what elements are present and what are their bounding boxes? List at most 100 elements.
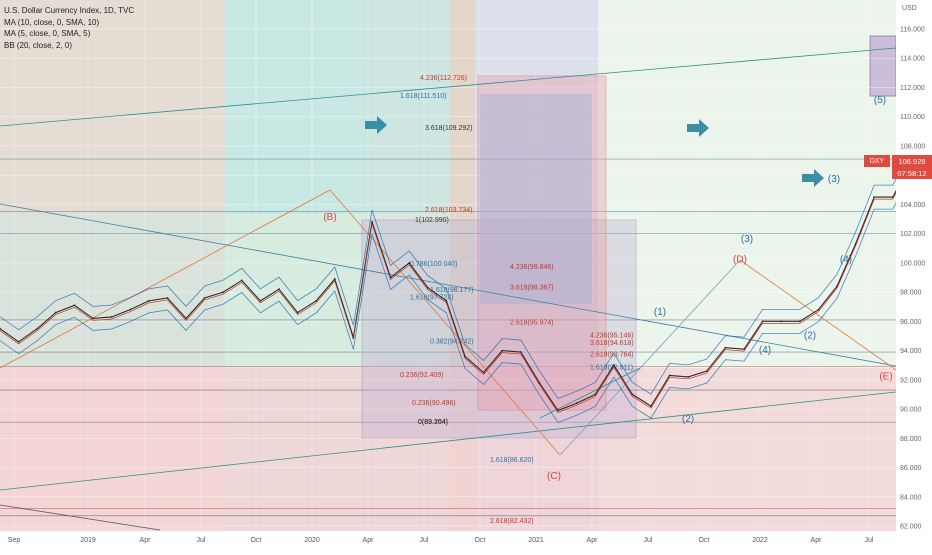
trend-line [539,367,641,419]
price-point [482,371,485,374]
price-point [705,370,708,372]
symbol-tag: DXY [864,155,890,167]
x-tick-label: Jul [420,537,429,544]
arrow-right-icon [802,169,824,187]
price-point [612,364,615,367]
fib-label: 0.382(94.742) [430,338,474,345]
y-tick-label: 98.000 [900,290,922,297]
wave-label: (4) [840,254,852,265]
trend-line [0,47,897,127]
x-tick-label: 2022 [752,537,768,544]
fib-label: 2.618(95.974) [510,319,554,326]
zone-target-box [869,35,897,97]
price-point [296,311,299,314]
wave-label: (B) [323,212,336,223]
arrow-annotations [365,116,824,187]
fib-label: 2.618(103.734) [425,207,472,214]
x-tick-label: Apr [363,537,375,544]
fib-label: 1.618(111.510) [400,93,446,100]
y-tick-label: 100.000 [900,260,925,267]
grid-lines [0,0,896,531]
price-point [445,299,448,302]
price-point [464,355,466,358]
price-point [557,409,559,412]
bollinger-bands [0,149,912,424]
price-point [854,242,857,245]
arrow-right-icon [365,116,387,134]
indicator-ma10: MA (10, close, 0, SMA, 10) [4,17,100,27]
fib-label: 3.618(94.618) [590,340,634,347]
x-tick-label: Oct [251,537,262,544]
fib-label: 0(89.164) [418,419,448,426]
arrow-right-icon [687,119,709,137]
y-tick-label: 104.000 [900,202,925,209]
fib-boxes [361,75,637,439]
x-tick-label: Oct [475,537,486,544]
bb-lower [0,173,912,424]
y-tick-label: 90.000 [900,407,922,414]
price-point [371,221,373,223]
price-point [315,299,318,302]
price-point [426,286,429,289]
x-tick-label: Jul [197,537,206,544]
price-point [333,278,336,280]
price-point [575,402,578,405]
price-point [891,196,894,199]
wave-label: (D) [733,254,747,265]
y-tick-label: 94.000 [900,348,922,355]
price-point [36,327,39,330]
wave-label: (2) [804,331,816,342]
trend-line [739,259,897,371]
y-tick-label: 86.000 [900,465,922,472]
x-tick-label: Apr [140,537,152,544]
level-lines [0,158,896,517]
price-point [110,316,113,318]
fib-label: 0.236(92.409) [400,372,444,379]
price-point [166,297,169,299]
trend-line [0,189,331,369]
zone-pink [0,368,896,531]
fib-label: 0(89.204) [418,419,448,426]
trend-line [0,504,161,531]
price-point [408,261,411,264]
price-point [650,405,652,408]
fib-label: 0.236(90.496) [412,400,456,407]
y-tick-label: 108.000 [900,143,925,150]
ma-line [0,163,912,413]
trend-line [559,259,741,456]
chart-title: U.S. Dollar Currency Index, 1D, TVC [4,6,135,15]
wave-label: (3) [741,234,753,245]
trend-lines[interactable] [0,47,897,531]
fib-label: 4.236(112.726) [420,75,467,82]
price-line [0,161,912,412]
y-axis[interactable]: USD 116.000 114.000 112.000 110.000 108.000 10… [896,0,932,550]
y-tick-label: 112.000 [900,85,925,92]
price-series[interactable] [0,161,913,413]
price-point [240,279,243,282]
x-tick-label: Apr [587,537,599,544]
wave-label: (4) [759,345,771,356]
price-point [780,320,783,323]
x-tick-label: 2021 [528,537,544,544]
price-point [817,308,820,311]
price-point [519,351,522,353]
currency-label: USD [902,5,917,12]
y-tick-label: 102.000 [900,231,925,238]
y-axis-bg [896,0,932,550]
wave-label: (E) [879,371,892,382]
legend: U.S. Dollar Currency Index, 1D, TVC MA (… [4,5,134,51]
price-point [594,393,597,396]
price-point [147,299,150,302]
y-tick-label: 96.000 [900,319,922,326]
price-point [631,393,634,396]
wave-label: (5) [874,95,886,106]
price-point [129,308,132,311]
zone-teal-left [0,214,225,369]
x-axis[interactable]: Sep 2019 Apr Jul Oct 2020 Apr Jul Oct 2021 Apr Jul O… [0,531,932,550]
fib-label: 1.618(98.177) [430,287,474,294]
price-point [0,327,1,330]
fib-label: 3.618(109.292) [425,125,472,132]
fib-label: 0.786(100.040) [410,261,457,268]
